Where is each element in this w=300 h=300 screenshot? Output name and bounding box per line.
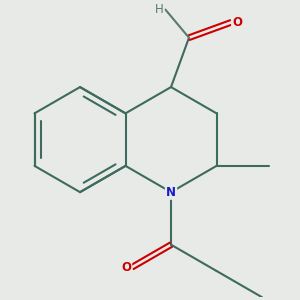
Text: N: N (166, 186, 176, 199)
Text: O: O (121, 260, 131, 274)
Text: H: H (155, 3, 164, 16)
Text: O: O (232, 16, 242, 29)
